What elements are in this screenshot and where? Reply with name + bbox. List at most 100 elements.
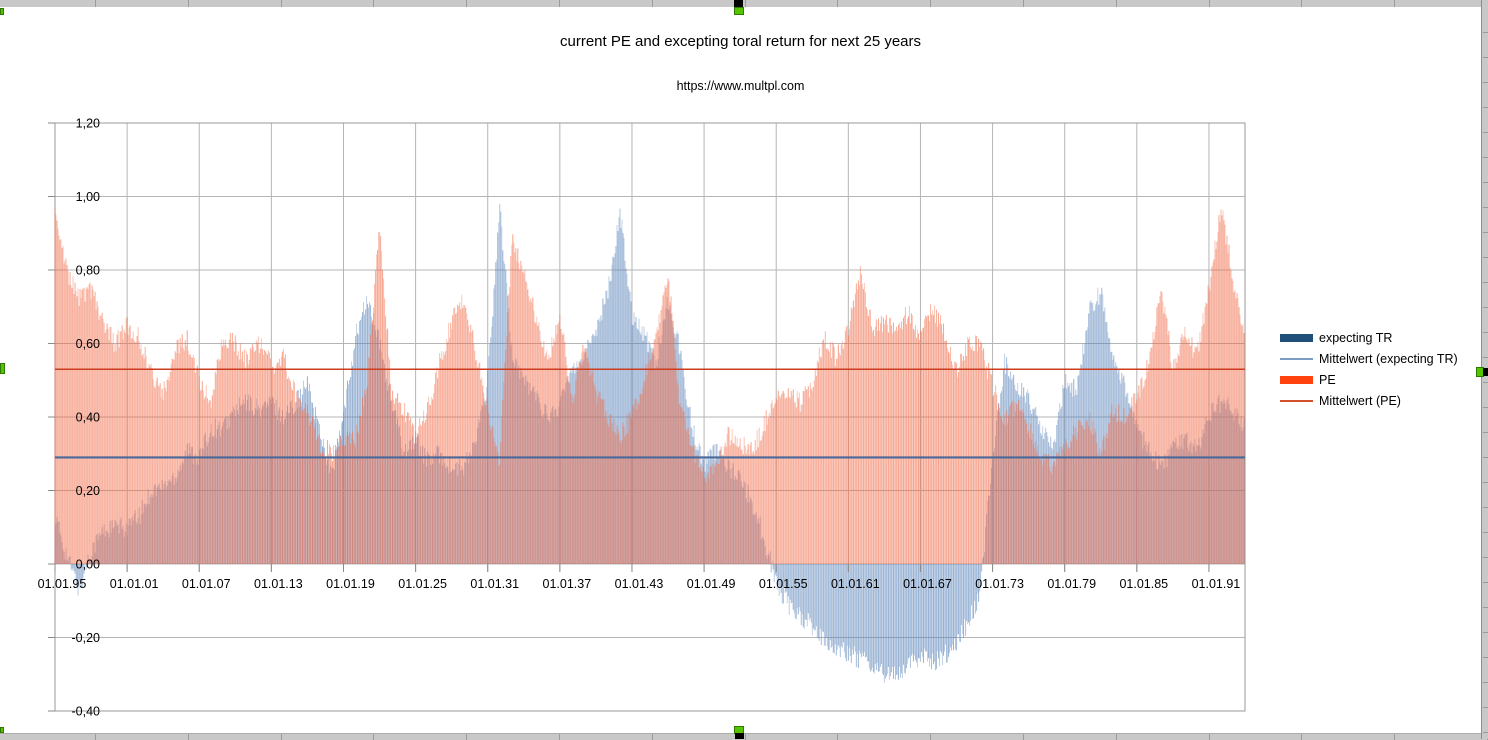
selection-handle-right-middle-black[interactable] bbox=[1483, 368, 1488, 376]
selection-handle-top-left[interactable] bbox=[0, 8, 4, 15]
x-axis-label: 01.01.55 bbox=[759, 577, 808, 591]
x-axis-label: 01.01.67 bbox=[903, 577, 952, 591]
x-axis-label: 01.01.49 bbox=[687, 577, 736, 591]
chart-title[interactable]: current PE and excepting toral return fo… bbox=[559, 33, 922, 50]
row-border-tick bbox=[1483, 532, 1488, 533]
y-axis-label: -0,20 bbox=[72, 631, 101, 645]
cell-border-tick bbox=[651, 0, 653, 7]
y-axis-label: 0,60 bbox=[76, 337, 100, 351]
selection-handle-top-center-green[interactable] bbox=[734, 7, 744, 15]
row-border-tick bbox=[1483, 582, 1488, 583]
selection-handle-bottom-left[interactable] bbox=[0, 727, 4, 733]
row-border-tick bbox=[1483, 82, 1488, 83]
row-border-tick bbox=[1483, 607, 1488, 608]
series-pe-bars[interactable] bbox=[54, 207, 1245, 565]
x-axis-label: 01.01.95 bbox=[38, 577, 87, 591]
mittelwert-pe-line-icon bbox=[1280, 399, 1313, 402]
y-axis-label: 0,00 bbox=[76, 558, 100, 572]
x-axis-label: 01.01.79 bbox=[1047, 577, 1096, 591]
cell-border-tick bbox=[373, 0, 375, 7]
y-axis-label: -0,40 bbox=[72, 705, 101, 719]
cell-border-tick bbox=[466, 734, 468, 740]
legend-item-pe[interactable]: PE bbox=[1280, 369, 1480, 390]
cell-border-tick bbox=[1023, 734, 1024, 740]
mittelwert-expecting-tr-line-icon bbox=[1280, 357, 1313, 360]
cell-border-tick bbox=[187, 734, 189, 740]
cell-border-tick bbox=[1301, 734, 1303, 740]
cell-border-tick bbox=[930, 734, 932, 740]
chart-object[interactable]: current PE and excepting toral return fo… bbox=[0, 7, 1481, 733]
x-axis-label: 01.01.85 bbox=[1119, 577, 1168, 591]
cell-border-tick bbox=[744, 734, 746, 740]
cell-border-tick bbox=[95, 734, 96, 740]
cell-border-tick bbox=[280, 0, 282, 7]
selection-handle-top-center[interactable] bbox=[734, 0, 743, 7]
row-border-tick bbox=[1483, 207, 1488, 208]
legend-label: expecting TR bbox=[1319, 330, 1393, 345]
cell-border-tick bbox=[280, 734, 282, 740]
row-border-tick bbox=[1483, 482, 1488, 483]
legend-label: PE bbox=[1319, 372, 1336, 387]
legend-label: Mittelwert (expecting TR) bbox=[1319, 351, 1458, 366]
cell-border-tick bbox=[1023, 0, 1024, 7]
row-border-tick bbox=[1483, 682, 1488, 683]
row-border-tick bbox=[1483, 107, 1488, 108]
cell-border-tick bbox=[1394, 734, 1396, 740]
cell-border-tick bbox=[837, 0, 839, 7]
x-axis-label: 01.01.13 bbox=[254, 577, 303, 591]
x-axis-label: 01.01.43 bbox=[615, 577, 664, 591]
cell-border-tick bbox=[837, 734, 839, 740]
cell-border-tick bbox=[651, 734, 653, 740]
legend-label: Mittelwert (PE) bbox=[1319, 393, 1401, 408]
cell-border-tick bbox=[466, 0, 468, 7]
x-axis-label: 01.01.19 bbox=[326, 577, 375, 591]
x-axis-label: 01.01.37 bbox=[543, 577, 592, 591]
selection-handle-left-middle[interactable] bbox=[0, 363, 5, 374]
row-border-tick bbox=[1483, 57, 1488, 58]
y-axis-label: 1,20 bbox=[76, 117, 100, 131]
cell-border-tick bbox=[1208, 734, 1210, 740]
cell-border-tick bbox=[1208, 0, 1210, 7]
legend-item-mittelwert-pe[interactable]: Mittelwert (PE) bbox=[1280, 390, 1480, 411]
chart-subtitle[interactable]: https://www.multpl.com bbox=[676, 79, 805, 93]
row-border-tick bbox=[1483, 332, 1488, 333]
row-border-tick bbox=[1483, 257, 1488, 258]
row-border-tick bbox=[1483, 507, 1488, 508]
selection-handle-bottom-center[interactable] bbox=[735, 733, 744, 739]
expecting-tr-swatch-icon bbox=[1280, 333, 1313, 342]
cell-border-tick bbox=[95, 0, 96, 7]
y-axis-label: 1,00 bbox=[76, 190, 100, 204]
cell-border-tick bbox=[1394, 0, 1396, 7]
x-axis-label: 01.01.07 bbox=[182, 577, 231, 591]
row-border-tick bbox=[1483, 182, 1488, 183]
x-axis-label: 01.01.73 bbox=[975, 577, 1024, 591]
row-border-tick bbox=[1483, 732, 1488, 733]
legend-item-expecting-tr[interactable]: expecting TR bbox=[1280, 327, 1480, 348]
y-axis-label: 0,20 bbox=[76, 484, 100, 498]
legend-item-mittelwert-expecting-tr[interactable]: Mittelwert (expecting TR) bbox=[1280, 348, 1480, 369]
row-border-tick bbox=[1483, 382, 1488, 383]
cell-border-tick bbox=[373, 734, 375, 740]
row-border-tick bbox=[1483, 307, 1488, 308]
row-border-tick bbox=[1483, 557, 1488, 558]
y-axis-tick-labels: 1,20 1,00 0,80 0,60 0,40 0,20 0,00 -0,20 -0,40 bbox=[72, 117, 101, 719]
axis-tick-marks bbox=[48, 122, 1210, 712]
cell-border-tick bbox=[930, 0, 932, 7]
x-axis-label: 01.01.01 bbox=[110, 577, 159, 591]
x-axis-label: 01.01.25 bbox=[398, 577, 447, 591]
cell-border-tick bbox=[1115, 734, 1117, 740]
row-border-tick bbox=[1483, 32, 1488, 33]
row-border-tick bbox=[1483, 707, 1488, 708]
y-axis-label: 0,80 bbox=[76, 264, 100, 278]
row-border-tick bbox=[1483, 157, 1488, 158]
row-border-tick bbox=[1483, 457, 1488, 458]
x-axis-tick-labels: 01.01.95 01.01.01 01.01.07 01.01.13 01.01.19… bbox=[38, 577, 1241, 591]
legend[interactable]: expecting TR Mittelwert (expecting TR) P… bbox=[1280, 327, 1480, 411]
x-axis-label: 01.01.91 bbox=[1192, 577, 1241, 591]
row-border-tick bbox=[1483, 132, 1488, 133]
row-border-tick bbox=[1483, 632, 1488, 633]
row-border-tick bbox=[1483, 657, 1488, 658]
cell-border-tick bbox=[1115, 0, 1117, 7]
